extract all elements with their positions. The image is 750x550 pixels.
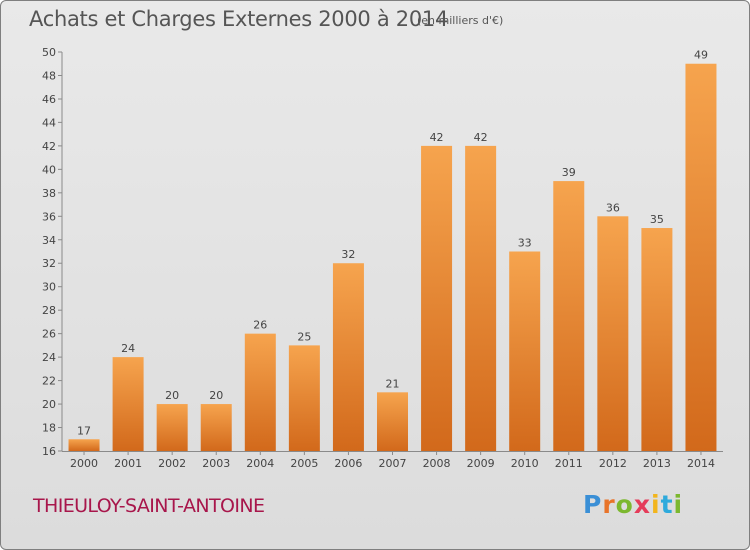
bar-2002 xyxy=(156,404,188,451)
y-tick-label: 46 xyxy=(42,93,56,106)
y-tick-label: 38 xyxy=(42,187,56,200)
y-tick-label: 26 xyxy=(42,328,56,341)
bar-2007 xyxy=(377,392,408,451)
bar-2000 xyxy=(68,439,100,451)
y-tick-label: 48 xyxy=(42,69,56,82)
data-label-2011: 39 xyxy=(562,166,576,179)
commune-name: THIEULOY-SAINT-ANTOINE xyxy=(33,495,265,517)
bar-2001 xyxy=(112,357,144,451)
data-label-2000: 17 xyxy=(77,424,91,437)
chart-unit: (en milliers d'€) xyxy=(417,14,504,27)
y-tick-label: 30 xyxy=(42,281,56,294)
data-label-2007: 21 xyxy=(386,377,400,390)
y-tick-label: 28 xyxy=(42,304,56,317)
data-label-2010: 33 xyxy=(518,237,532,250)
bar-2011 xyxy=(553,181,585,451)
bar-2009 xyxy=(465,145,497,451)
x-tick-label: 2012 xyxy=(599,457,627,470)
data-label-2012: 36 xyxy=(606,201,620,214)
x-tick-label: 2006 xyxy=(334,457,362,470)
x-tick-label: 2009 xyxy=(467,457,495,470)
y-tick-label: 22 xyxy=(42,375,56,388)
bar-2013 xyxy=(641,228,673,451)
bar-2008 xyxy=(421,145,453,451)
y-tick-label: 16 xyxy=(42,445,56,458)
x-tick-label: 2011 xyxy=(555,457,583,470)
y-tick-label: 40 xyxy=(42,163,56,176)
data-label-2006: 32 xyxy=(341,248,355,261)
data-label-2002: 20 xyxy=(165,389,179,402)
data-label-2004: 26 xyxy=(253,319,267,332)
x-tick-label: 2013 xyxy=(643,457,671,470)
data-label-2005: 25 xyxy=(297,330,311,343)
x-tick-label: 2004 xyxy=(246,457,274,470)
x-tick-label: 2001 xyxy=(114,457,142,470)
data-label-2001: 24 xyxy=(121,342,135,355)
bar-2004 xyxy=(244,333,276,451)
y-tick-label: 32 xyxy=(42,257,56,270)
data-label-2003: 20 xyxy=(209,389,223,402)
proxiti-logo[interactable]: Proxiti xyxy=(583,490,684,519)
y-tick-label: 44 xyxy=(42,116,56,129)
x-tick-label: 2005 xyxy=(290,457,318,470)
bar-2014 xyxy=(685,63,717,452)
y-tick-label: 18 xyxy=(42,422,56,435)
bar-2005 xyxy=(288,345,320,451)
data-label-2014: 49 xyxy=(694,49,708,62)
bar-2012 xyxy=(597,216,629,451)
data-label-2013: 35 xyxy=(650,213,664,226)
bar-2010 xyxy=(509,251,541,451)
y-tick-label: 36 xyxy=(42,210,56,223)
data-label-2009: 42 xyxy=(474,131,488,144)
y-tick-label: 50 xyxy=(42,46,56,59)
y-tick-label: 20 xyxy=(42,398,56,411)
data-label-2008: 42 xyxy=(430,131,444,144)
x-tick-label: 2007 xyxy=(379,457,407,470)
x-tick-label: 2002 xyxy=(158,457,186,470)
y-tick-label: 42 xyxy=(42,140,56,153)
bar-2006 xyxy=(332,263,364,451)
y-tick-label: 34 xyxy=(42,234,56,247)
x-tick-label: 2000 xyxy=(70,457,98,470)
x-tick-label: 2008 xyxy=(423,457,451,470)
y-tick-label: 24 xyxy=(42,351,56,364)
x-tick-label: 2003 xyxy=(202,457,230,470)
x-tick-label: 2010 xyxy=(511,457,539,470)
x-tick-label: 2014 xyxy=(687,457,715,470)
chart-title: Achats et Charges Externes 2000 à 2014 xyxy=(29,7,449,31)
bar-2003 xyxy=(200,404,232,451)
